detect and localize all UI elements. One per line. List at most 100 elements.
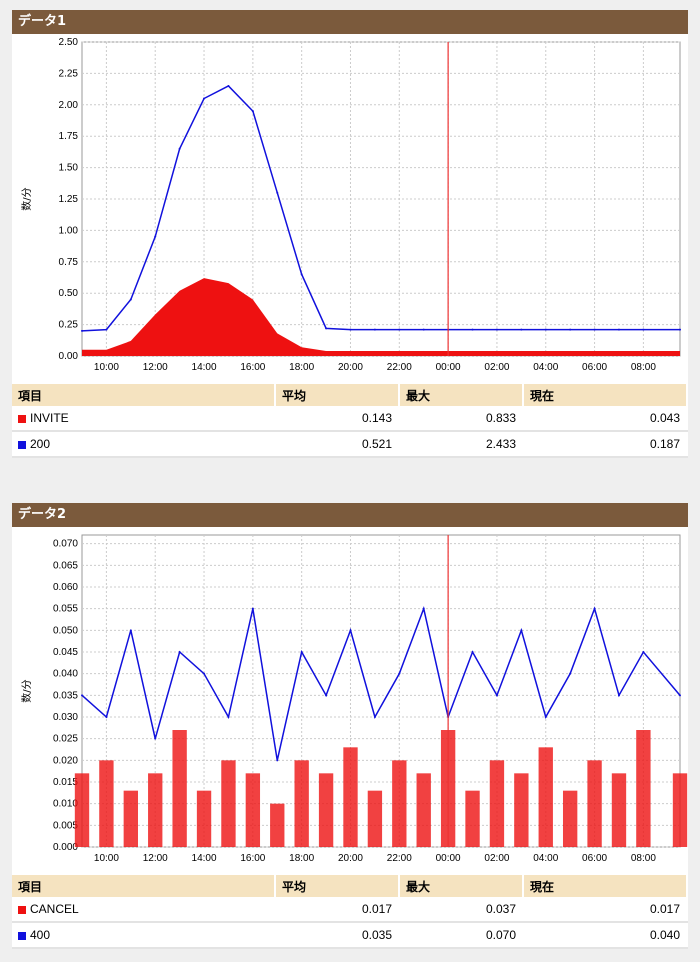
x-tick-label: 02:00 (484, 853, 509, 864)
y-tick-label: 0.070 (53, 539, 78, 550)
x-tick-label: 20:00 (338, 362, 363, 373)
y-tick-label: 0.000 (53, 842, 78, 853)
series-200-point (495, 328, 498, 331)
series-cancel-bar (123, 790, 138, 847)
chart-1: 0.00 0.25 0.50 0.75 1.00 1.25 1.50 1.75 2.00 2.25… (12, 34, 688, 384)
series-cancel-bar (221, 760, 236, 847)
avg-value: 0.143 (275, 406, 400, 432)
series-400-point (679, 694, 681, 697)
series-200-point (251, 110, 254, 113)
cur-value: 0.187 (523, 431, 688, 458)
series-200-point (227, 84, 230, 87)
series-cancel-bar (538, 747, 553, 847)
panel-2: データ2 0.000 0.005 0.010 0.015 0.020 0.025 0.030… (12, 503, 688, 949)
red-swatch-icon (18, 905, 26, 914)
series-cancel-bar (392, 760, 407, 847)
series-cancel-bar (318, 773, 334, 847)
series-name: 400 (30, 928, 51, 942)
red-swatch-icon (18, 414, 26, 423)
series-cancel-bar (514, 773, 529, 847)
series-200-point (544, 328, 547, 331)
series-400-point (300, 651, 303, 653)
series-200-point (154, 235, 157, 238)
series-400-point (227, 716, 230, 718)
series-cell: 400 (12, 922, 276, 949)
series-cancel-bar (611, 773, 627, 847)
cur-value: 0.017 (523, 897, 688, 923)
stats-table-1: 項目 平均 最大 現在 INVITE 0.143 0.833 0.043 200… (12, 384, 688, 458)
table-header-row: 項目 平均 最大 現在 (12, 875, 688, 897)
series-400-point (276, 759, 279, 762)
series-200-point (471, 328, 474, 331)
series-cancel-bar (672, 773, 688, 847)
x-tick-label: 12:00 (143, 362, 168, 373)
y-axis-label: 数/分 (20, 679, 33, 702)
series-cancel-bar (465, 790, 480, 847)
stats-table-2: 項目 平均 最大 現在 CANCEL 0.017 0.037 0.017 400… (12, 875, 688, 949)
header-avg: 平均 (275, 384, 400, 406)
series-cancel-bar (343, 747, 358, 847)
series-400-point (105, 716, 108, 718)
series-400-point (325, 694, 328, 697)
header-item: 項目 (12, 384, 276, 406)
series-200-point (325, 327, 328, 330)
series-400-point (642, 651, 645, 653)
series-400-point (617, 694, 620, 697)
y-tick-label: 0.005 (53, 820, 78, 831)
y-axis-label: 数/分 (20, 187, 33, 210)
table-row: INVITE 0.143 0.833 0.043 (12, 406, 688, 432)
series-cancel-bar (587, 760, 602, 847)
series-400-point (495, 694, 498, 697)
x-tick-label: 20:00 (338, 853, 363, 864)
series-200-point (129, 298, 132, 301)
series-400-point (81, 694, 83, 697)
y-tick-label: 0.75 (59, 257, 79, 268)
series-200-point (349, 328, 352, 331)
max-value: 0.833 (399, 406, 524, 432)
x-tick-label: 08:00 (631, 853, 656, 864)
series-200-point (373, 328, 376, 331)
series-400-point (569, 672, 572, 675)
y-tick-label: 0.50 (59, 288, 79, 299)
table-row: CANCEL 0.017 0.037 0.017 (12, 897, 688, 923)
x-tick-label: 00:00 (436, 362, 461, 373)
series-cancel-bar (148, 773, 163, 847)
table-row: 400 0.035 0.070 0.040 (12, 922, 688, 949)
y-tick-label: 0.025 (53, 734, 78, 745)
series-400-point (544, 716, 547, 718)
series-cancel-bar (636, 730, 651, 847)
series-name: CANCEL (30, 902, 79, 916)
series-200-point (520, 328, 523, 331)
x-tick-label: 14:00 (192, 362, 217, 373)
series-200-point (679, 328, 681, 331)
table-row: 200 0.521 2.433 0.187 (12, 431, 688, 458)
x-tick-label: 04:00 (533, 362, 558, 373)
y-tick-label: 0.060 (53, 582, 78, 593)
y-tick-label: 0.00 (59, 351, 79, 362)
x-tick-label: 06:00 (582, 362, 607, 373)
series-200-point (398, 328, 401, 331)
chart-2-svg: 0.000 0.005 0.010 0.015 0.020 0.025 0.030 0.035… (20, 534, 688, 864)
y-tick-label: 2.50 (59, 37, 79, 48)
series-400-point (593, 607, 596, 610)
y-tick-label: 0.035 (53, 690, 78, 701)
x-tick-label: 10:00 (94, 853, 119, 864)
x-tick-label: 18:00 (289, 362, 314, 373)
avg-value: 0.521 (275, 431, 400, 458)
max-value: 2.433 (399, 431, 524, 458)
avg-value: 0.017 (275, 897, 400, 923)
series-cancel-bar (416, 773, 431, 847)
series-200-point (81, 329, 83, 332)
series-cancel-bar (172, 730, 187, 847)
header-cur: 現在 (523, 384, 688, 406)
x-tick-label: 04:00 (533, 853, 558, 864)
y-tick-label: 0.055 (53, 604, 78, 615)
series-invite-area (82, 278, 680, 356)
header-max: 最大 (399, 384, 524, 406)
series-200-point (569, 328, 572, 331)
header-max: 最大 (399, 875, 524, 897)
series-400-point (251, 607, 254, 610)
y-tick-label: 1.75 (59, 131, 79, 142)
series-200-point (203, 97, 206, 100)
series-400-point (398, 672, 401, 675)
